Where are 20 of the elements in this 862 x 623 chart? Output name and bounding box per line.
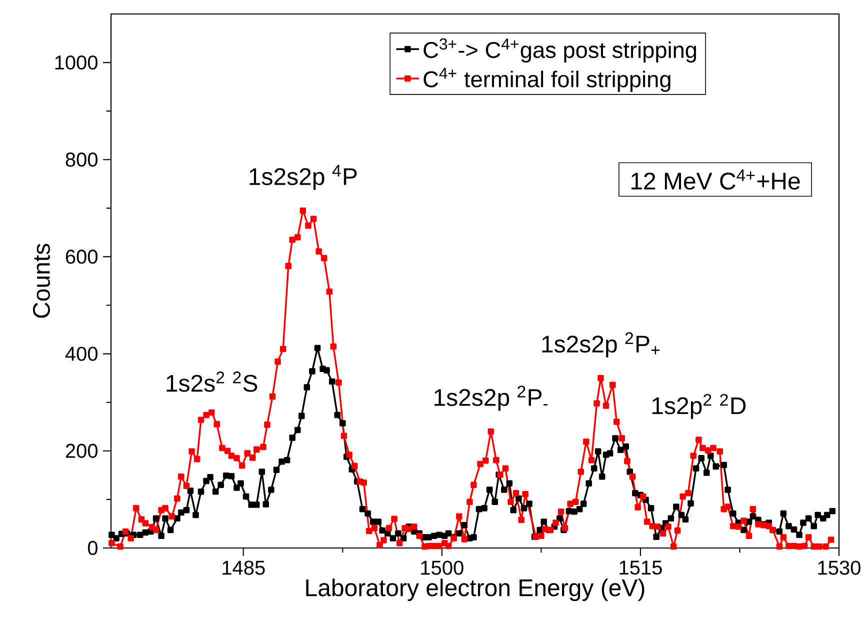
y-tick-label: 200 [66,444,98,458]
x-tick-label: 1485 [222,560,265,575]
annotation: 1s2s2p $^{2}$P$_{-}$ [434,386,548,411]
annotation: 1s2s2p $^{4}$P [250,165,357,190]
annotation: 1s2p$^{2 2}$D [652,394,746,420]
y-tick-label: 800 [66,152,98,167]
annotation: 1s2s2p $^{2}$P$_{+}$ [542,332,660,358]
x-axis-title: Laboratory electron Energy (eV) [306,578,644,602]
x-tick-label: 1530 [818,560,860,575]
annotation: 12 MeV C$^{4+}$+He [631,169,800,190]
y-tick-label: 600 [66,250,98,264]
legend-label: C$^{4+}$ terminal foil stripping [424,68,670,92]
x-tick-label: 1500 [421,560,464,575]
y-tick-label: 400 [65,346,98,361]
y-tick-label: 1000 [55,55,98,70]
annotation: 1s2s$^{2 2}$S [166,372,258,392]
x-tick-label: 1515 [620,560,662,575]
y-axis-title: Counts [32,244,50,318]
y-tick-label: 0 [88,540,98,556]
legend-label: C$^{3+}$-> C$^{4+}$gas post stripping [424,38,696,63]
